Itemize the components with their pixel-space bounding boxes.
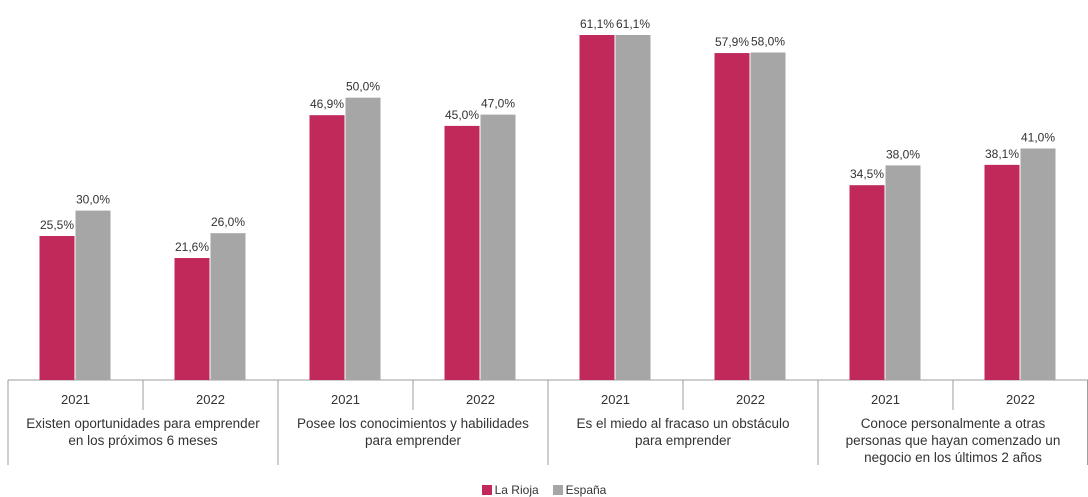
data-label-g1-2022-s1: 21,6% xyxy=(175,240,209,254)
tick-label-g1-2022: 2022 xyxy=(196,392,225,407)
data-label-g2-2021-s2: 50,0% xyxy=(346,80,380,94)
legend-label-la-rioja: La Rioja xyxy=(494,483,539,497)
bar-g2-2021-s1 xyxy=(309,115,345,381)
tick-label-g4-2022: 2022 xyxy=(1006,392,1035,407)
data-label-g1-2022-s2: 26,0% xyxy=(211,215,245,229)
data-label-g4-2022-s1: 38,1% xyxy=(985,147,1019,161)
bar-g4-2022-s2 xyxy=(1020,148,1056,380)
legend-item-espana: España xyxy=(552,483,607,497)
data-label-g1-2021-s1: 25,5% xyxy=(40,218,74,232)
tick-label-g3-2021: 2021 xyxy=(601,392,630,407)
legend-label-espana: España xyxy=(565,483,607,497)
category-label-g4-line2: personas que hayan comenzado un xyxy=(846,433,1061,448)
category-label-g4-line1: Conoce personalmente a otras xyxy=(861,416,1046,431)
category-label-g3-line2: para emprender xyxy=(635,433,732,448)
category-label-g1-line1: Existen oportunidades para emprender xyxy=(26,416,260,431)
data-label-g4-2021-s2: 38,0% xyxy=(886,147,920,161)
data-label-g2-2022-s1: 45,0% xyxy=(445,108,479,122)
bar-g1-2022-s1 xyxy=(174,258,210,380)
legend-swatch-espana xyxy=(552,485,563,495)
category-label-g2-line2: para emprender xyxy=(365,433,462,448)
legend: La Rioja España xyxy=(0,483,1088,497)
bar-g2-2022-s2 xyxy=(480,114,516,380)
tick-label-g2-2022: 2022 xyxy=(466,392,495,407)
data-label-g1-2021-s2: 30,0% xyxy=(76,193,110,207)
tick-label-g2-2021: 2021 xyxy=(331,392,360,407)
bar-g3-2022-s1 xyxy=(714,53,750,381)
bar-g2-2021-s2 xyxy=(345,97,381,381)
data-label-g2-2022-s2: 47,0% xyxy=(481,97,515,111)
bar-g4-2021-s1 xyxy=(849,185,885,380)
data-label-g3-2022-s2: 58,0% xyxy=(751,35,785,49)
category-label-g1-line2: en los próximos 6 meses xyxy=(68,433,218,448)
bar-g4-2021-s2 xyxy=(885,165,921,380)
chart-plot: 25,5%30,0% 2021 21,6%26,0% 2022 Existen opor… xyxy=(7,17,1088,465)
bar-g1-2021-s2 xyxy=(75,210,111,380)
bar-g4-2022-s1 xyxy=(984,164,1020,380)
legend-swatch-la-rioja xyxy=(481,485,492,495)
category-label-g2-line1: Posee los conocimientos y habilidades xyxy=(297,416,529,431)
bar-g1-2021-s1 xyxy=(39,236,75,380)
data-label-g3-2021-s1: 61,1% xyxy=(580,17,614,31)
category-label-g3-line1: Es el miedo al fracaso un obstáculo xyxy=(576,416,789,431)
bar-g1-2022-s2 xyxy=(210,233,246,380)
bar-g3-2021-s2 xyxy=(615,35,651,380)
tick-label-g1-2021: 2021 xyxy=(61,392,90,407)
legend-item-la-rioja: La Rioja xyxy=(481,483,539,497)
bar-g2-2022-s1 xyxy=(444,125,480,380)
category-label-g4-line3: negocio en los últimos 2 años xyxy=(864,450,1042,465)
data-label-g2-2021-s1: 46,9% xyxy=(310,97,344,111)
data-label-g4-2022-s2: 41,0% xyxy=(1021,130,1055,144)
tick-label-g3-2022: 2022 xyxy=(736,392,765,407)
bar-g3-2021-s1 xyxy=(579,35,615,380)
data-label-g3-2022-s1: 57,9% xyxy=(715,35,749,49)
data-label-g3-2021-s2: 61,1% xyxy=(616,17,650,31)
data-label-g4-2021-s1: 34,5% xyxy=(850,167,884,181)
tick-label-g4-2021: 2021 xyxy=(871,392,900,407)
bar-g3-2022-s2 xyxy=(750,52,786,381)
